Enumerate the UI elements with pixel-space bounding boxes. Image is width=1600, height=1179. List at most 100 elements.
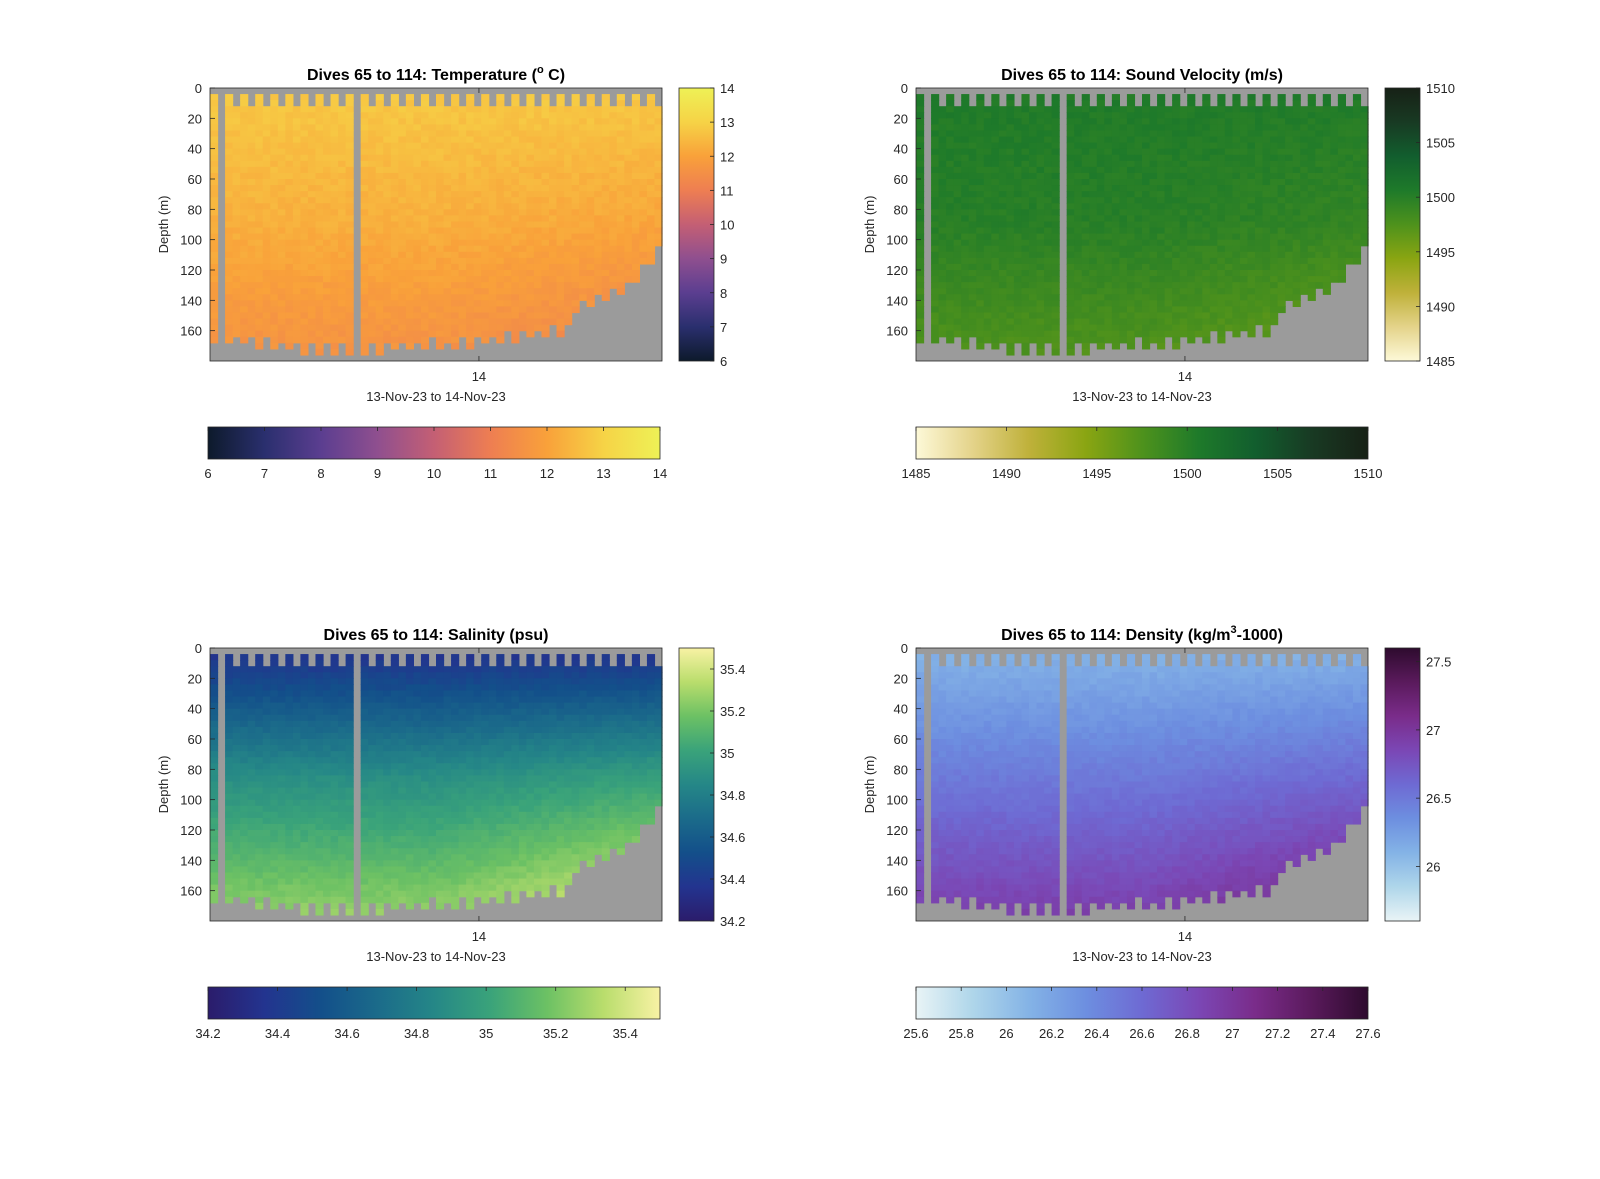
- heatmap-cell: [549, 239, 558, 247]
- heatmap-cell: [1179, 197, 1188, 204]
- heatmap-cell: [571, 282, 580, 289]
- heatmap-cell: [1345, 112, 1354, 119]
- heatmap-cell: [1217, 185, 1226, 192]
- heatmap-cell: [1322, 239, 1331, 247]
- heatmap-cell: [1021, 330, 1030, 338]
- heatmap-cell: [436, 263, 445, 271]
- heatmap-cell: [405, 221, 414, 229]
- heatmap-cell: [1111, 124, 1120, 132]
- heatmap-cell: [1232, 179, 1241, 186]
- heatmap-cell: [1119, 209, 1128, 216]
- heatmap-cell: [1081, 306, 1090, 314]
- heatmap-cell: [375, 118, 384, 125]
- heatmap-cell: [375, 324, 384, 332]
- heatmap-cell: [292, 696, 301, 704]
- heatmap-cell: [916, 130, 925, 138]
- heatmap-cell: [1044, 185, 1053, 192]
- heatmap-cell: [247, 769, 256, 776]
- heatmap-cell: [277, 708, 286, 716]
- heatmap-cell: [210, 251, 219, 259]
- heatmap-cell: [1044, 294, 1053, 301]
- heatmap-cell: [624, 197, 633, 204]
- heatmap-cell: [323, 185, 332, 192]
- heatmap-cell: [496, 191, 505, 198]
- heatmap-cell: [300, 300, 309, 307]
- heatmap-cell: [240, 130, 249, 138]
- heatmap-cell: [458, 203, 467, 210]
- heatmap-cell: [1307, 294, 1316, 301]
- heatmap-cell: [375, 172, 384, 180]
- heatmap-cell: [292, 324, 301, 332]
- heatmap-cell: [210, 896, 219, 904]
- heatmap-cell: [526, 191, 535, 198]
- heatmap-cell: [549, 245, 558, 253]
- title-superscript: o: [537, 64, 544, 76]
- heatmap-cell: [586, 124, 595, 132]
- heatmap-cell: [556, 209, 565, 216]
- heatmap-cell: [232, 282, 241, 289]
- heatmap-cell: [1202, 106, 1211, 113]
- heatmap-cell: [1330, 276, 1339, 283]
- heatmap-cell: [247, 690, 256, 698]
- heatmap-cell: [1074, 221, 1083, 229]
- heatmap-cell: [1142, 233, 1151, 241]
- heatmap-cell: [916, 106, 925, 113]
- heatmap-cell: [646, 233, 656, 241]
- heatmap-cell: [1345, 257, 1354, 265]
- heatmap-cell: [225, 854, 234, 861]
- heatmap-cell: [428, 239, 437, 247]
- colorbar-tick-label: 1485: [1426, 354, 1455, 369]
- heatmap-cell: [1262, 203, 1271, 210]
- heatmap-cell: [1322, 148, 1331, 156]
- colorbar-tick-label: 10: [720, 218, 734, 233]
- heatmap-cell: [383, 233, 392, 241]
- heatmap-cell: [938, 263, 947, 271]
- heatmap-cell: [946, 166, 955, 174]
- heatmap-cell: [1217, 263, 1226, 271]
- heatmap-cell: [428, 227, 437, 235]
- heatmap-cell: [1119, 233, 1128, 241]
- heatmap-cell: [1277, 142, 1286, 150]
- heatmap-cell: [466, 282, 475, 289]
- heatmap-cell: [1074, 324, 1083, 332]
- heatmap-cell: [1345, 227, 1354, 235]
- heatmap-cell: [1149, 166, 1158, 174]
- heatmap-cell: [968, 306, 977, 314]
- heatmap-cell: [262, 690, 271, 698]
- heatmap-cell: [953, 288, 962, 295]
- heatmap-cell: [368, 282, 377, 289]
- heatmap-cell: [292, 672, 301, 679]
- heatmap-cell: [285, 823, 294, 831]
- heatmap-cell: [466, 330, 475, 338]
- heatmap-cell: [1352, 233, 1362, 241]
- heatmap-cell: [1217, 136, 1226, 144]
- heatmap-cell: [564, 215, 573, 223]
- heatmap-cell: [300, 708, 309, 716]
- heatmap-cell: [961, 221, 970, 229]
- heatmap-cell: [232, 866, 241, 874]
- heatmap-cell: [390, 203, 399, 210]
- heatmap-cell: [1172, 263, 1181, 271]
- heatmap-cell: [541, 166, 550, 174]
- heatmap-cell: [526, 185, 535, 192]
- heatmap-cell: [473, 166, 482, 174]
- heatmap-cell: [323, 306, 332, 314]
- heatmap-cell: [405, 197, 414, 204]
- heatmap-cell: [601, 148, 610, 156]
- heatmap-cell: [549, 160, 558, 168]
- heatmap-cell: [1164, 239, 1173, 247]
- heatmap-cell: [285, 106, 294, 113]
- heatmap-cell: [315, 276, 324, 283]
- heatmap-cell: [1277, 251, 1286, 259]
- y-tick-label: 160: [886, 324, 908, 339]
- heatmap-cell: [383, 142, 392, 150]
- heatmap-cell: [1006, 118, 1015, 125]
- heatmap-cell: [277, 118, 286, 125]
- heatmap-cell: [1247, 124, 1256, 132]
- heatmap-cell: [473, 142, 482, 150]
- heatmap-cell: [420, 342, 430, 350]
- heatmap-cell: [639, 221, 648, 229]
- heatmap-cell: [631, 166, 640, 174]
- heatmap-cell: [616, 239, 625, 247]
- heatmap-cell: [579, 185, 588, 192]
